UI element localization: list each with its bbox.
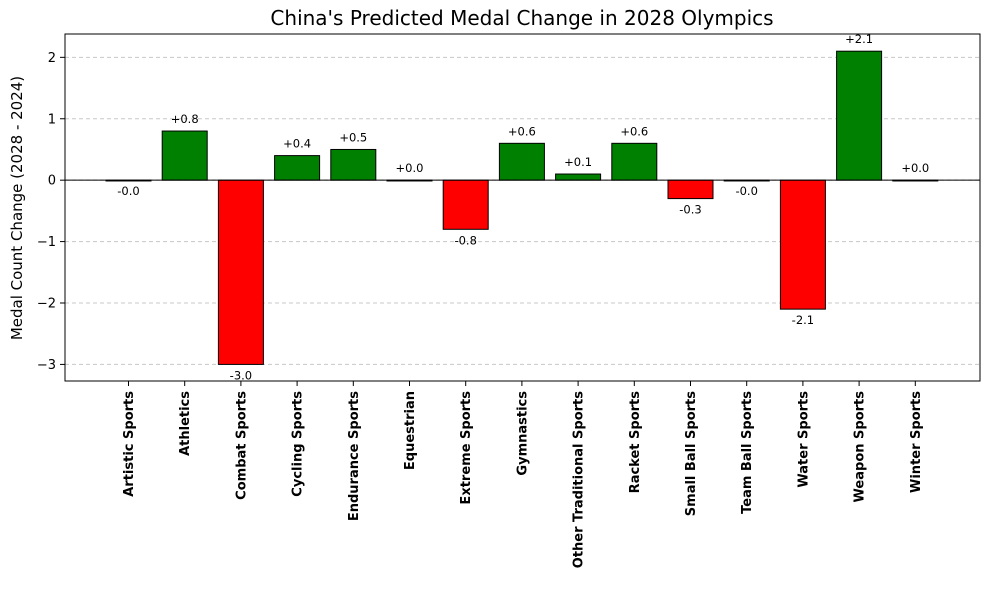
x-tick-label: Team Ball Sports bbox=[740, 391, 755, 514]
x-ticks: Artistic Sports Athletics Combat Sports Cyc… bbox=[122, 381, 924, 568]
chart-title: China's Predicted Medal Change in 2028 O… bbox=[270, 6, 773, 30]
data-label: +0.1 bbox=[564, 155, 592, 169]
x-tick-label: Endurance Sports bbox=[347, 391, 362, 521]
data-label: +2.1 bbox=[845, 32, 873, 46]
y-tick-label: 2 bbox=[48, 51, 56, 66]
bar bbox=[161, 130, 208, 181]
bar bbox=[330, 148, 377, 181]
bar bbox=[611, 142, 658, 181]
bar bbox=[498, 142, 545, 181]
data-label: +0.8 bbox=[171, 112, 199, 126]
x-tick-label: Extreme Sports bbox=[459, 391, 474, 505]
x-tick-label: Artistic Sports bbox=[122, 391, 137, 497]
data-label: -0.3 bbox=[679, 203, 701, 217]
y-tick-label: −3 bbox=[37, 358, 56, 373]
y-tick-label: −1 bbox=[37, 235, 56, 250]
x-tick-label: Winter Sports bbox=[909, 391, 924, 493]
x-tick-label: Other Traditional Sports bbox=[572, 391, 587, 568]
data-label: -0.0 bbox=[735, 184, 757, 198]
bar bbox=[442, 179, 489, 230]
x-tick-label: Racket Sports bbox=[628, 391, 643, 494]
data-label: -3.0 bbox=[230, 368, 252, 382]
x-tick-label: Weapon Sports bbox=[853, 391, 868, 503]
y-tick-label: −2 bbox=[37, 297, 56, 312]
x-tick-label: Small Ball Sports bbox=[684, 391, 699, 516]
plot-frame bbox=[64, 33, 981, 382]
y-tick-label: 0 bbox=[48, 174, 56, 189]
data-label: -0.8 bbox=[454, 233, 476, 247]
bars bbox=[105, 50, 939, 365]
data-label: +0.6 bbox=[508, 124, 536, 138]
x-tick-label: Gymnastics bbox=[515, 391, 530, 476]
bar bbox=[667, 179, 714, 200]
data-label: +0.4 bbox=[283, 137, 311, 151]
y-axis-label: Medal Count Change (2028 - 2024) bbox=[8, 76, 26, 340]
bar bbox=[274, 155, 321, 181]
x-tick-label: Water Sports bbox=[796, 391, 811, 488]
bar bbox=[779, 179, 826, 310]
data-label: +0.0 bbox=[901, 161, 929, 175]
y-ticks: −3 −2 −1 0 1 2 bbox=[37, 51, 65, 373]
data-label: +0.6 bbox=[620, 124, 648, 138]
x-tick-label: Cycling Sports bbox=[291, 391, 306, 497]
data-label: +0.0 bbox=[396, 161, 424, 175]
bar bbox=[836, 50, 883, 181]
data-label: -0.0 bbox=[117, 184, 139, 198]
data-label: +0.5 bbox=[339, 130, 367, 144]
bar bbox=[217, 179, 264, 365]
x-tick-label: Combat Sports bbox=[234, 391, 249, 500]
y-tick-label: 1 bbox=[48, 112, 56, 127]
data-label: -2.1 bbox=[792, 313, 814, 327]
bar bbox=[555, 173, 602, 181]
x-tick-label: Equestrian bbox=[403, 391, 418, 470]
x-tick-label: Athletics bbox=[178, 391, 193, 456]
data-labels: -0.0 +0.8 -3.0 +0.4 +0.5 +0.0 -0.8 +0.6 +0.1 +0.6… bbox=[117, 32, 929, 382]
